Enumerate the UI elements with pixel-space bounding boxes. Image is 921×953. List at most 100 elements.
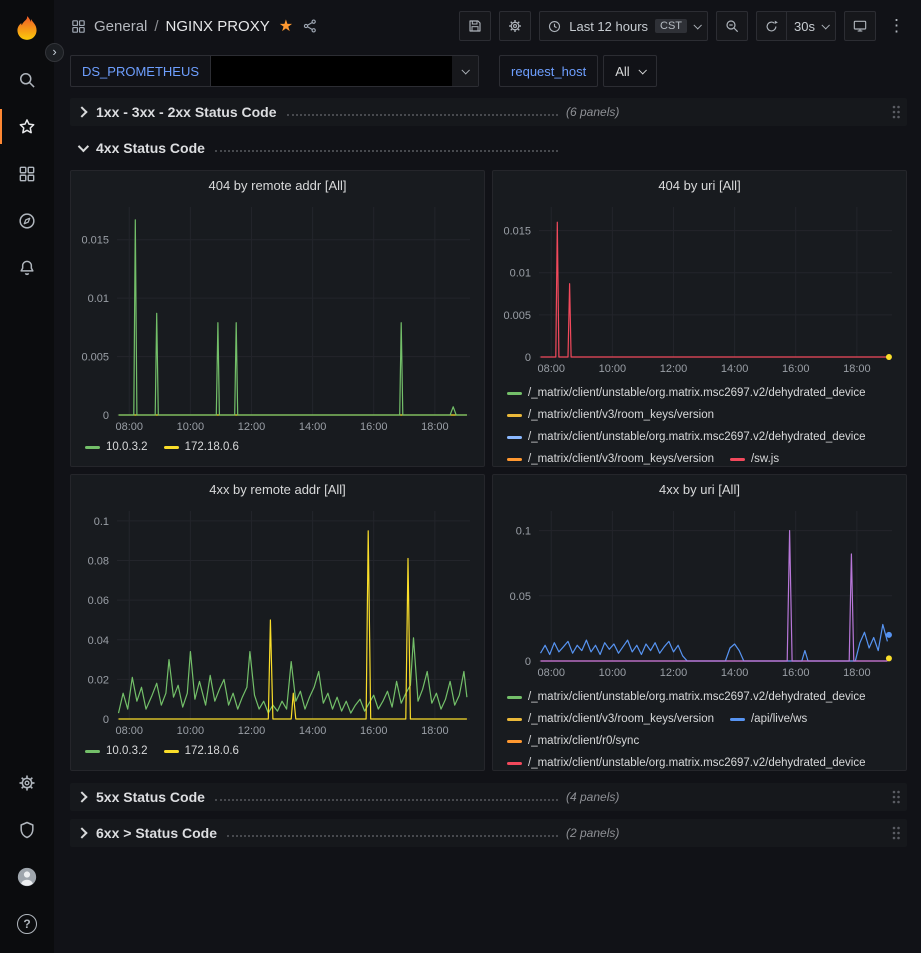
timeseries-chart[interactable]: 08:00 10:00 12:00 14:00 16:00 18:00 0 0.05 0.1 [493,503,906,682]
refresh-button[interactable] [756,11,787,41]
svg-text:0: 0 [525,656,531,668]
legend-item[interactable]: /_matrix/client/v3/room_keys/version [507,448,714,466]
series-color-dash [507,457,522,461]
refresh-interval-picker[interactable]: 30s [786,11,836,41]
row-title: 5xx Status Code [96,789,205,805]
chart-area[interactable]: 08:00 10:00 12:00 14:00 16:00 18:00 0 0.005 0.01… [493,199,906,378]
svg-text:12:00: 12:00 [660,363,688,375]
drag-handle-icon[interactable] [891,825,901,841]
timeseries-chart[interactable]: 08:00 10:00 12:00 14:00 16:00 18:00 0 0.005 0.01… [493,199,906,378]
breadcrumb-separator: / [154,17,159,35]
sidebar-item-dashboards[interactable] [0,150,54,197]
breadcrumb-section[interactable]: General [94,17,148,35]
svg-text:0.005: 0.005 [81,352,109,364]
request-host-variable-select[interactable]: All [603,55,657,87]
row-title: 1xx - 3xx - 2xx Status Code [96,104,277,120]
legend-item[interactable]: /_matrix/client/unstable/org.matrix.msc2… [507,752,866,770]
legend-item[interactable]: 172.18.0.6 [163,436,239,458]
legend-item[interactable]: 10.0.3.2 [85,740,148,762]
sidebar-item-starred[interactable] [0,103,54,150]
panel-title[interactable]: 404 by remote addr [All] [208,177,347,193]
svg-text:08:00: 08:00 [115,421,143,433]
sidebar-item-alerting[interactable] [0,244,54,291]
dashboard-canvas: 1xx - 3xx - 2xx Status Code (6 panels) 4… [54,90,921,953]
legend-item[interactable]: /_matrix/client/unstable/org.matrix.msc2… [507,686,866,708]
series-color-dash [163,749,179,753]
legend-item[interactable]: /_matrix/client/unstable/org.matrix.msc2… [507,382,866,404]
chevron-down-icon [452,56,479,86]
zoom-out-button[interactable] [716,11,749,41]
sidebar-item-search[interactable] [0,56,54,103]
chart-area[interactable]: 08:00 10:00 12:00 14:00 16:00 18:00 0 0.02 0.04 0… [71,503,484,740]
datasource-variable-label[interactable]: DS_PROMETHEUS [70,55,212,87]
chart-area[interactable]: 08:00 10:00 12:00 14:00 16:00 18:00 0 0.05 0.1 [493,503,906,682]
svg-text:0.1: 0.1 [516,526,531,538]
grafana-flame-icon [13,14,41,42]
panel-title[interactable]: 404 by uri [All] [658,177,741,193]
legend-item[interactable]: /_matrix/client/v3/room_keys/version [507,708,714,730]
refresh-interval-label: 30s [794,18,815,34]
row-header-4xx[interactable]: 4xx Status Code [70,134,907,162]
legend: /_matrix/client/unstable/org.matrix.msc2… [493,378,906,466]
svg-text:12:00: 12:00 [238,725,266,737]
row-panel-count: (4 panels) [566,790,620,804]
series-label: /_matrix/client/v3/room_keys/version [528,713,714,725]
series-color-dash [507,435,522,439]
request-host-variable-value: All [615,63,630,79]
row-title: 4xx Status Code [96,140,205,156]
legend-item[interactable]: /_matrix/client/unstable/org.matrix.msc2… [507,426,866,448]
svg-text:0.015: 0.015 [503,226,531,238]
timeseries-chart[interactable]: 08:00 10:00 12:00 14:00 16:00 18:00 0 0.005 0.01… [71,199,484,436]
dotted-leader [286,113,558,116]
svg-text:16:00: 16:00 [782,667,810,679]
bell-icon [17,258,37,278]
apps-grid-icon [70,18,87,35]
series-label: /_matrix/client/v3/room_keys/version [528,453,714,465]
sidebar-item-help[interactable]: ? [0,900,54,947]
save-dashboard-button[interactable] [459,11,492,41]
row-left: 6xx > Status Code [74,825,566,841]
chevron-right-icon [76,791,88,803]
cycle-view-mode-button[interactable] [844,11,876,41]
series-color-dash [163,445,179,449]
legend-item[interactable]: /_matrix/client/v3/room_keys/version [507,404,714,426]
series-label: /api/live/ws [750,713,808,725]
legend-item[interactable]: /sw.js [729,448,779,466]
timeseries-chart[interactable]: 08:00 10:00 12:00 14:00 16:00 18:00 0 0.02 0.04 0… [71,503,484,740]
panel-title[interactable]: 4xx by remote addr [All] [209,481,346,497]
row-panel-count: (2 panels) [566,826,620,840]
legend-item[interactable]: /api/live/ws [729,708,808,730]
star-icon [17,117,37,137]
row-header-5xx[interactable]: 5xx Status Code (4 panels) [70,783,907,811]
sidebar-item-server-admin[interactable] [0,806,54,853]
chart-area[interactable]: 08:00 10:00 12:00 14:00 16:00 18:00 0 0.005 0.01… [71,199,484,436]
datasource-variable-select[interactable] [211,55,480,87]
kebab-menu-icon[interactable]: ⋮ [884,16,909,36]
sidebar-item-profile[interactable] [0,853,54,900]
row-panel-count: (6 panels) [566,105,620,119]
svg-text:10:00: 10:00 [599,667,627,679]
dashboard-settings-button[interactable] [499,11,532,41]
sidebar-item-explore[interactable] [0,197,54,244]
request-host-variable-label[interactable]: request_host [499,55,599,87]
row-header-6xx[interactable]: 6xx > Status Code (2 panels) [70,819,907,847]
time-range-picker[interactable]: Last 12 hours CST [539,11,709,41]
drag-handle-icon[interactable] [891,104,901,120]
row-left: 5xx Status Code [74,789,566,805]
share-icon[interactable] [302,18,318,34]
legend-item[interactable]: 172.18.0.6 [163,740,239,762]
panel-4xx-by-uri: 4xx by uri [All] 08:00 10:00 12:00 14:00 16:… [492,474,907,771]
row-header-1xx-3xx-2xx[interactable]: 1xx - 3xx - 2xx Status Code (6 panels) [70,98,907,126]
legend: 10.0.3.2 172.18.0.6 [71,740,484,770]
svg-text:0: 0 [103,714,109,726]
legend-item[interactable]: 10.0.3.2 [85,436,148,458]
legend-item[interactable]: /_matrix/client/r0/sync [507,730,639,752]
svg-text:18:00: 18:00 [843,363,871,375]
sidebar-item-configuration[interactable] [0,759,54,806]
dashboard-title[interactable]: NGINX PROXY [165,17,270,35]
sidebar-expand-button[interactable]: › [45,43,64,62]
favorite-star-icon[interactable]: ★ [278,18,294,35]
drag-handle-icon[interactable] [891,789,901,805]
series-label: /_matrix/client/unstable/org.matrix.msc2… [528,431,866,443]
panel-title[interactable]: 4xx by uri [All] [659,481,740,497]
